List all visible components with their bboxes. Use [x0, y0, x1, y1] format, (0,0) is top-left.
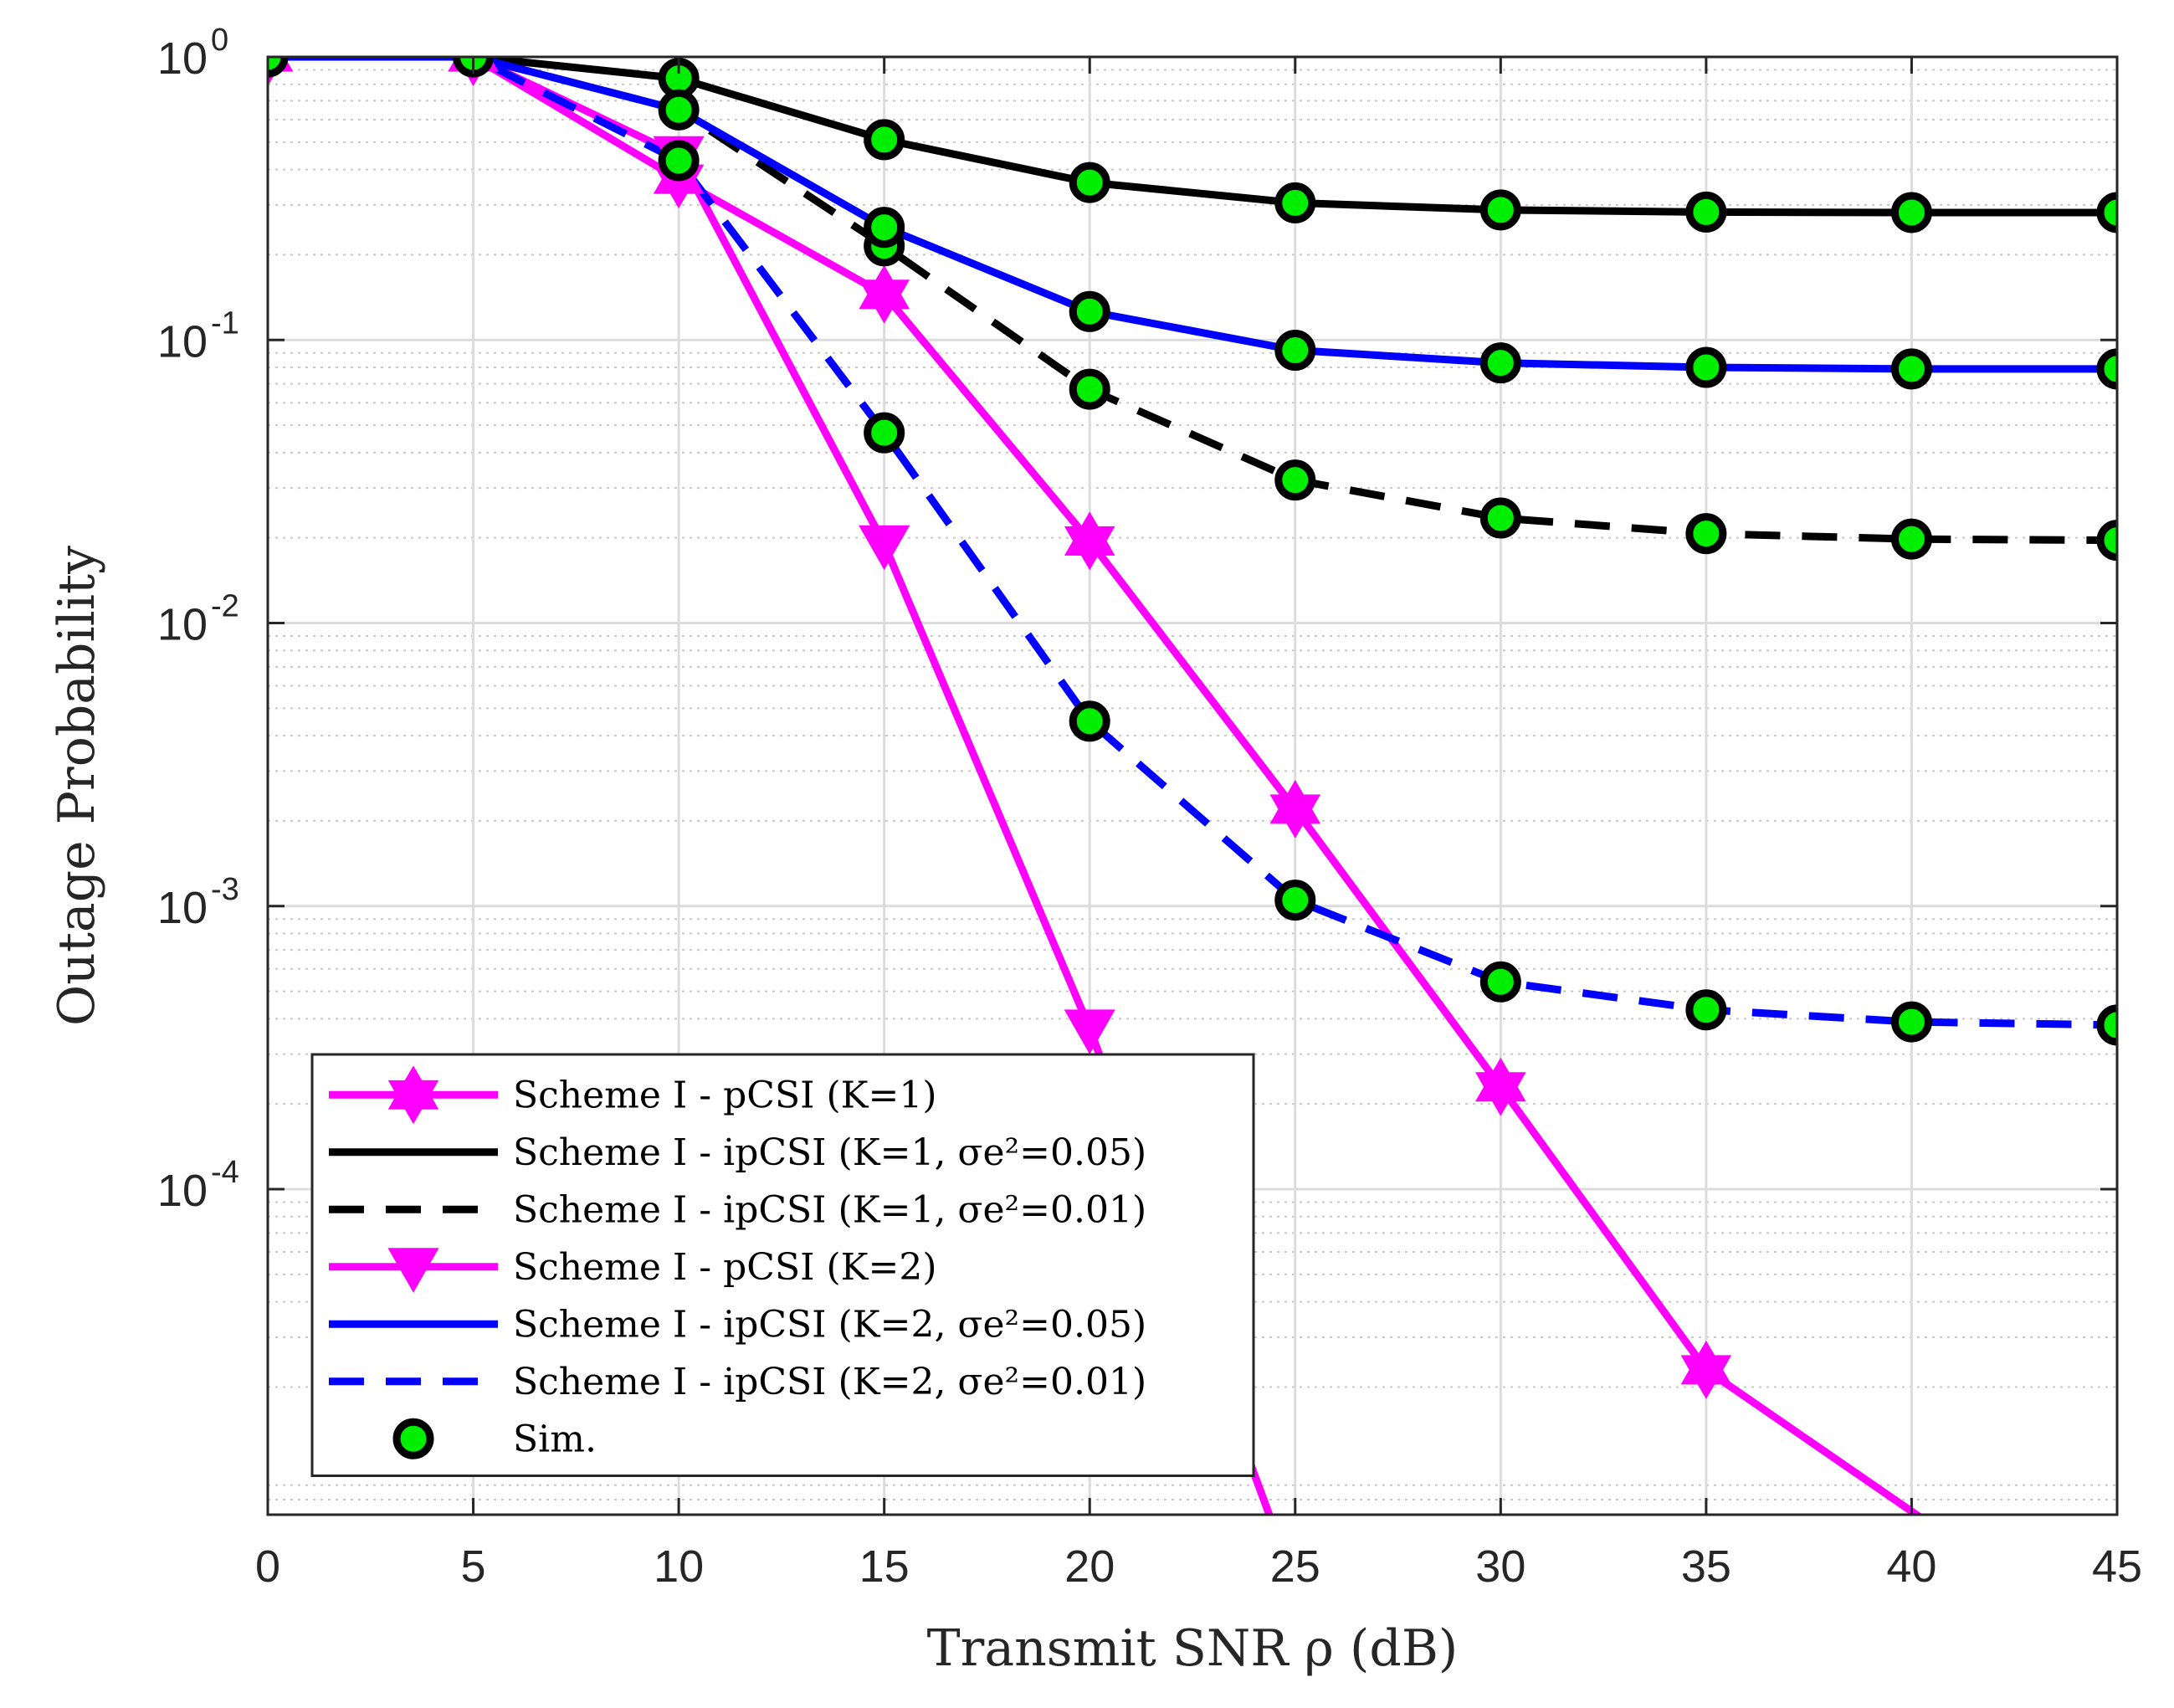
legend: Scheme I - pCSI (K=1) Scheme I - ipCSI (K…	[310, 1053, 1255, 1477]
series-1-marker	[1475, 1057, 1526, 1116]
sim-marker	[1890, 348, 1932, 390]
sim-marker	[864, 412, 905, 454]
sim-marker	[1274, 330, 1316, 372]
legend-label: Scheme I - ipCSI (K=2, σe²=0.05)	[513, 1303, 1146, 1346]
x-tick-label: 45	[2092, 1541, 2142, 1592]
series-1-marker	[859, 264, 910, 324]
sim-marker	[1069, 290, 1110, 332]
y-tick-label-exponent: 0	[211, 23, 228, 58]
x-tick-label: 25	[1270, 1541, 1320, 1592]
sim-marker	[864, 119, 905, 161]
y-tick-label-base: 10	[157, 600, 208, 650]
sim-marker	[1685, 513, 1727, 555]
legend-marker	[387, 1065, 439, 1125]
sim-marker	[1685, 191, 1727, 233]
legend-marker	[387, 1248, 439, 1293]
sim-marker	[864, 207, 905, 249]
sim-marker	[658, 89, 700, 131]
sim-marker	[2096, 1004, 2117, 1046]
legend-entry: Scheme I - ipCSI (K=2, σe²=0.05)	[329, 1303, 1146, 1346]
y-tick-label-base: 10	[157, 883, 208, 933]
sim-marker	[1479, 342, 1521, 384]
sim-marker	[1479, 189, 1521, 231]
y-axis-label: Outage Probability	[48, 546, 106, 1026]
x-tick-label: 0	[255, 1541, 280, 1592]
sim-marker	[1685, 346, 1727, 388]
axes-box	[266, 55, 2119, 1516]
y-tick-label: 10 0	[157, 23, 228, 84]
sim-marker	[658, 140, 700, 182]
legend-entry: Scheme I - ipCSI (K=1, σe²=0.05)	[329, 1131, 1146, 1174]
y-tick-label-exponent: -1	[211, 305, 239, 341]
x-tick-label: 35	[1681, 1541, 1731, 1592]
legend-label: Scheme I - ipCSI (K=1, σe²=0.05)	[513, 1131, 1146, 1174]
sim-marker	[1479, 497, 1521, 539]
x-tick-label: 30	[1475, 1541, 1525, 1592]
sim-marker	[1274, 459, 1316, 501]
y-tick-label-exponent: -3	[211, 872, 239, 907]
sim-marker	[1479, 961, 1521, 1003]
legend-label: Scheme I - ipCSI (K=2, σe²=0.01)	[513, 1361, 1146, 1403]
sim-marker	[2096, 348, 2117, 390]
series-4-marker	[859, 525, 910, 571]
sim-marker	[1069, 162, 1110, 203]
sim-marker	[1069, 368, 1110, 410]
sim-marker	[2096, 520, 2117, 562]
series-1-marker	[1064, 511, 1115, 571]
legend-label: Scheme I - ipCSI (K=1, σe²=0.01)	[513, 1188, 1146, 1231]
y-tick-label-base: 10	[157, 1166, 208, 1216]
series-line-2	[268, 57, 2117, 217]
sim-marker	[1685, 989, 1727, 1031]
y-tick-label-base: 10	[157, 316, 208, 367]
legend-entry: Sim.	[392, 1418, 597, 1460]
series-4-marker	[1064, 1009, 1115, 1054]
simulation-markers	[268, 57, 2117, 1046]
sim-marker	[1890, 192, 1932, 233]
sim-marker	[1274, 880, 1316, 921]
legend-marker	[392, 1418, 434, 1459]
y-tick-label: 10 -1	[157, 305, 239, 367]
x-axis-label: Transmit SNR ρ (dB)	[927, 1619, 1459, 1678]
sim-marker	[1069, 700, 1110, 742]
x-tick-label: 20	[1064, 1541, 1115, 1592]
y-tick-label-exponent: -2	[211, 589, 239, 624]
sim-marker	[2096, 192, 2117, 233]
y-tick-label-exponent: -4	[211, 1155, 239, 1190]
x-tick-label: 10	[654, 1541, 704, 1592]
axis-ticks	[266, 55, 2119, 1515]
x-tick-label: 40	[1886, 1541, 1936, 1592]
legend-entry: Scheme I - pCSI (K=2)	[329, 1246, 937, 1293]
legend-label: Scheme I - pCSI (K=1)	[513, 1074, 937, 1116]
legend-label: Sim.	[513, 1418, 597, 1460]
y-tick-label: 10 -2	[157, 589, 239, 650]
x-tick-labels: 0 5 10 15 20 25 30 35 40 45	[255, 1541, 2142, 1592]
y-tick-label: 10 -4	[157, 1155, 239, 1216]
legend-entry: Scheme I - ipCSI (K=1, σe²=0.01)	[329, 1188, 1146, 1231]
series-1-marker	[1269, 779, 1321, 839]
series-1-marker	[1680, 1340, 1732, 1399]
x-tick-label: 5	[461, 1541, 486, 1592]
legend-entry: Scheme I - ipCSI (K=2, σe²=0.01)	[329, 1361, 1146, 1403]
sim-marker	[1890, 518, 1932, 560]
legend-entry: Scheme I - pCSI (K=1)	[329, 1065, 937, 1125]
sim-marker	[1890, 1001, 1932, 1043]
y-tick-label-base: 10	[157, 33, 208, 84]
sim-marker	[268, 57, 289, 78]
y-tick-label: 10 -3	[157, 872, 239, 933]
series-line-5	[268, 57, 2117, 373]
sim-marker	[1274, 182, 1316, 223]
legend-label: Scheme I - pCSI (K=2)	[513, 1246, 937, 1289]
x-tick-label: 15	[859, 1541, 910, 1592]
series-line-6	[268, 57, 2117, 1029]
